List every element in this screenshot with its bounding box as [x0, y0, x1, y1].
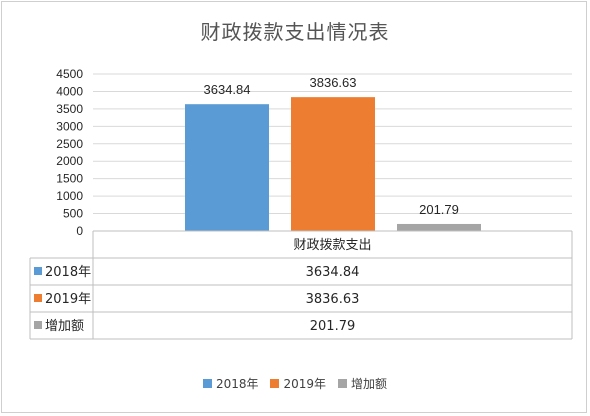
table-series-marker: [34, 294, 42, 302]
y-tick-label: 4000: [56, 84, 83, 98]
legend: 2018年 2019年 增加额: [0, 375, 590, 392]
bar-2: [291, 97, 375, 231]
bar-3: [397, 223, 481, 231]
y-tick-label: 4500: [56, 67, 83, 81]
table-value: 201.79: [310, 319, 356, 334]
table-series-marker: [34, 267, 42, 275]
legend-swatch: [202, 379, 212, 388]
table-header: 财政拨款支出: [293, 238, 371, 253]
legend-label: 增加额: [351, 377, 388, 391]
y-tick-label: 1000: [56, 189, 83, 203]
y-tick-label: 500: [63, 207, 83, 221]
legend-label: 2018年: [215, 377, 259, 391]
y-tick-label: 0: [76, 224, 83, 238]
table-series-marker: [34, 321, 42, 329]
bar-1: [185, 104, 269, 231]
y-tick-label: 3500: [56, 102, 83, 116]
y-tick-label: 3000: [56, 119, 83, 133]
y-tick-label: 2000: [56, 154, 83, 168]
legend-swatch: [270, 379, 280, 388]
table-series-name: 2019年: [45, 292, 91, 307]
legend-label: 2019年: [283, 377, 327, 391]
table-series-name: 2018年: [45, 265, 91, 280]
data-label: 201.79: [419, 202, 459, 217]
table-value: 3634.84: [306, 265, 360, 280]
table-series-name: 增加额: [45, 319, 84, 334]
table-value: 3836.63: [306, 292, 360, 307]
legend-item: 2018年: [202, 375, 259, 392]
y-tick-label: 1500: [56, 172, 83, 186]
data-label: 3634.84: [204, 82, 251, 97]
legend-item: 增加额: [338, 375, 387, 392]
y-tick-label: 2500: [56, 137, 83, 151]
legend-swatch: [338, 379, 348, 388]
chart-title: 财政拨款支出情况表: [200, 20, 390, 44]
data-label: 3836.63: [310, 75, 357, 90]
legend-item: 2019年: [270, 375, 326, 392]
